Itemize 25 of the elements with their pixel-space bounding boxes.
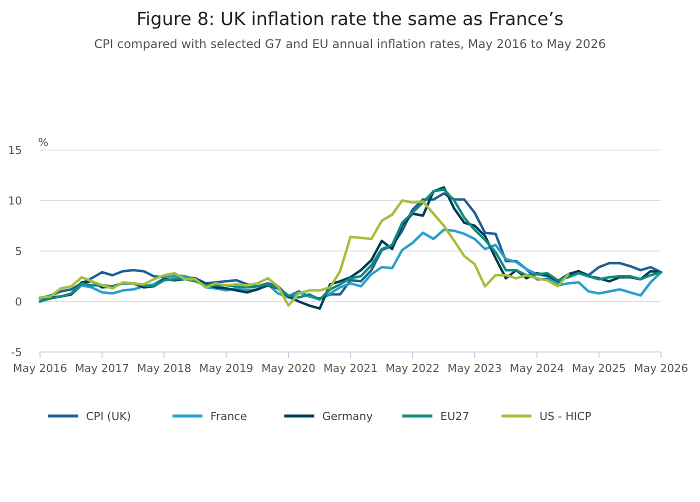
legend-label: France: [210, 410, 248, 423]
chart-title: Figure 8: UK inflation rate the same as France’s: [136, 9, 564, 30]
y-axis-title: %: [38, 136, 48, 149]
x-tick-label: May 2016: [12, 362, 68, 375]
y-tick-label: 10: [8, 194, 22, 208]
legend-label: EU27: [440, 410, 470, 423]
x-tick-label: May 2021: [323, 362, 378, 375]
y-tick-label: -5: [11, 346, 22, 359]
x-tick-label: May 2023: [448, 362, 502, 375]
x-tick-label: May 2022: [385, 362, 440, 375]
x-tick-label: May 2025: [572, 362, 626, 375]
legend-label: Germany: [322, 410, 374, 423]
x-tick-label: May 2019: [199, 362, 254, 375]
x-tick-label: May 2024: [510, 362, 564, 375]
line-series: [38, 199, 570, 307]
y-tick-label: 5: [15, 245, 22, 258]
chart-subtitle: CPI compared with selected G7 and EU annual inflation rates, May 2016 to May 2026: [94, 37, 606, 51]
y-tick-label: 0: [15, 296, 22, 308]
legend-label: CPI (UK): [86, 410, 131, 423]
x-tick-label: May 2018: [137, 362, 192, 375]
x-tick-label: May 2017: [74, 362, 130, 375]
x-tick-label: May 2020: [261, 362, 316, 375]
legend-label: US - HICP: [540, 410, 592, 423]
y-tick-label: 15: [8, 144, 22, 157]
x-tick-label: May 2026: [634, 362, 688, 375]
